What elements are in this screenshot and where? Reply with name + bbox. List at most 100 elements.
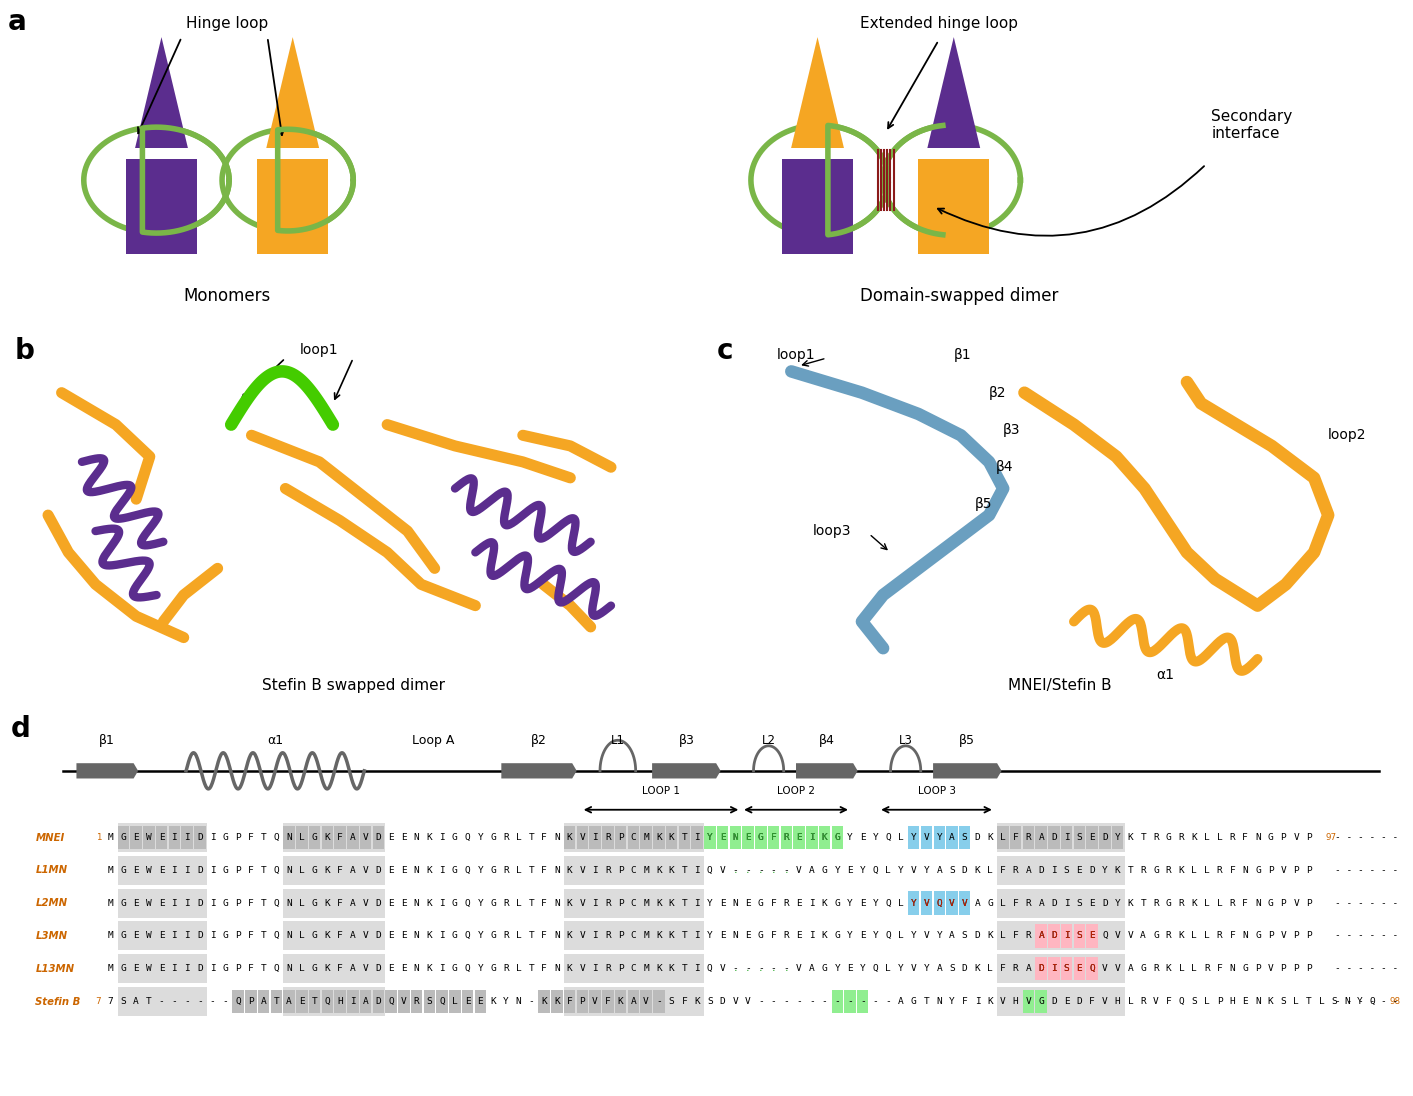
Text: G: G	[757, 932, 763, 940]
Text: G: G	[757, 899, 763, 907]
Text: β1: β1	[954, 349, 971, 363]
Text: 97: 97	[1325, 833, 1337, 842]
Text: Y: Y	[911, 899, 917, 907]
Text: -: -	[848, 997, 853, 1006]
Text: E: E	[133, 833, 138, 842]
Text: R: R	[503, 964, 509, 973]
Text: P: P	[617, 899, 623, 907]
Text: I: I	[439, 932, 445, 940]
Text: Y: Y	[478, 899, 483, 907]
Text: S: S	[1064, 964, 1070, 973]
Text: K: K	[668, 964, 674, 973]
Bar	[615, 990, 626, 1013]
Text: I: I	[808, 833, 815, 842]
Bar	[678, 826, 690, 849]
Text: -: -	[757, 866, 763, 875]
Bar	[259, 990, 270, 1013]
Text: F: F	[541, 833, 547, 842]
Text: R: R	[605, 932, 610, 940]
Text: V: V	[950, 899, 955, 907]
Text: G: G	[757, 833, 763, 842]
Text: G: G	[223, 899, 229, 907]
Text: 7: 7	[96, 997, 102, 1006]
Text: K: K	[427, 866, 432, 875]
Text: E: E	[719, 833, 725, 842]
Text: Y: Y	[478, 833, 483, 842]
Text: K: K	[1191, 899, 1197, 907]
Text: -: -	[184, 997, 191, 1006]
Polygon shape	[933, 763, 1002, 778]
Text: loop2: loop2	[1328, 429, 1366, 443]
Text: V: V	[796, 866, 803, 875]
Text: LOOP 1: LOOP 1	[642, 786, 680, 796]
Text: G: G	[1039, 997, 1044, 1006]
Text: T: T	[924, 997, 930, 1006]
Text: E: E	[1089, 932, 1095, 940]
Bar	[538, 990, 550, 1013]
Text: N: N	[287, 899, 292, 907]
Text: Q: Q	[274, 964, 280, 973]
Text: Q: Q	[1102, 932, 1108, 940]
Text: -: -	[770, 964, 776, 973]
Text: F: F	[541, 932, 547, 940]
Text: G: G	[452, 899, 458, 907]
Text: -: -	[656, 997, 661, 1006]
Bar	[386, 990, 397, 1013]
Text: E: E	[133, 899, 138, 907]
Text: F: F	[541, 964, 547, 973]
Text: A: A	[808, 964, 815, 973]
Text: I: I	[694, 932, 699, 940]
Text: K: K	[427, 899, 432, 907]
Text: .: .	[732, 964, 738, 973]
Text: Y: Y	[706, 899, 712, 907]
Text: S: S	[668, 997, 674, 1006]
Text: F: F	[541, 866, 547, 875]
Polygon shape	[122, 148, 202, 159]
Text: loop1: loop1	[777, 349, 815, 363]
Text: Y: Y	[873, 899, 879, 907]
Text: N: N	[937, 997, 942, 1006]
Text: W: W	[146, 899, 151, 907]
Text: D: D	[719, 997, 725, 1006]
Text: D: D	[196, 899, 203, 907]
Bar	[998, 856, 1125, 884]
Text: I: I	[694, 866, 699, 875]
Text: S: S	[1077, 833, 1082, 842]
Bar	[704, 826, 715, 849]
Bar	[335, 826, 346, 849]
Text: D: D	[975, 932, 981, 940]
Text: A: A	[350, 866, 356, 875]
Text: Y: Y	[503, 997, 509, 1006]
Text: S: S	[950, 866, 955, 875]
Bar	[284, 826, 295, 849]
Text: L: L	[1204, 866, 1210, 875]
Bar	[1036, 924, 1047, 948]
Polygon shape	[777, 148, 858, 159]
Text: H: H	[1013, 997, 1019, 1006]
Text: V: V	[924, 833, 930, 842]
Text: K: K	[1267, 997, 1273, 1006]
Text: α1: α1	[1157, 667, 1174, 682]
Text: P: P	[1293, 932, 1299, 940]
Text: .: .	[770, 964, 776, 973]
Bar	[602, 990, 613, 1013]
Text: E: E	[848, 866, 853, 875]
Text: L: L	[1128, 997, 1133, 1006]
Polygon shape	[796, 763, 858, 778]
Text: F: F	[770, 932, 776, 940]
Text: P: P	[617, 866, 623, 875]
Text: G: G	[835, 833, 841, 842]
Text: Y: Y	[873, 932, 879, 940]
Text: Q: Q	[274, 899, 280, 907]
Text: Q: Q	[465, 932, 471, 940]
Text: F: F	[1089, 997, 1095, 1006]
Text: R: R	[503, 932, 509, 940]
Text: -: -	[886, 997, 892, 1006]
Text: G: G	[1153, 932, 1159, 940]
Text: -: -	[209, 997, 216, 1006]
Text: R: R	[1229, 899, 1235, 907]
Text: L1: L1	[610, 734, 625, 747]
Text: K: K	[1191, 833, 1197, 842]
Text: R: R	[1178, 899, 1184, 907]
Text: E: E	[719, 899, 725, 907]
